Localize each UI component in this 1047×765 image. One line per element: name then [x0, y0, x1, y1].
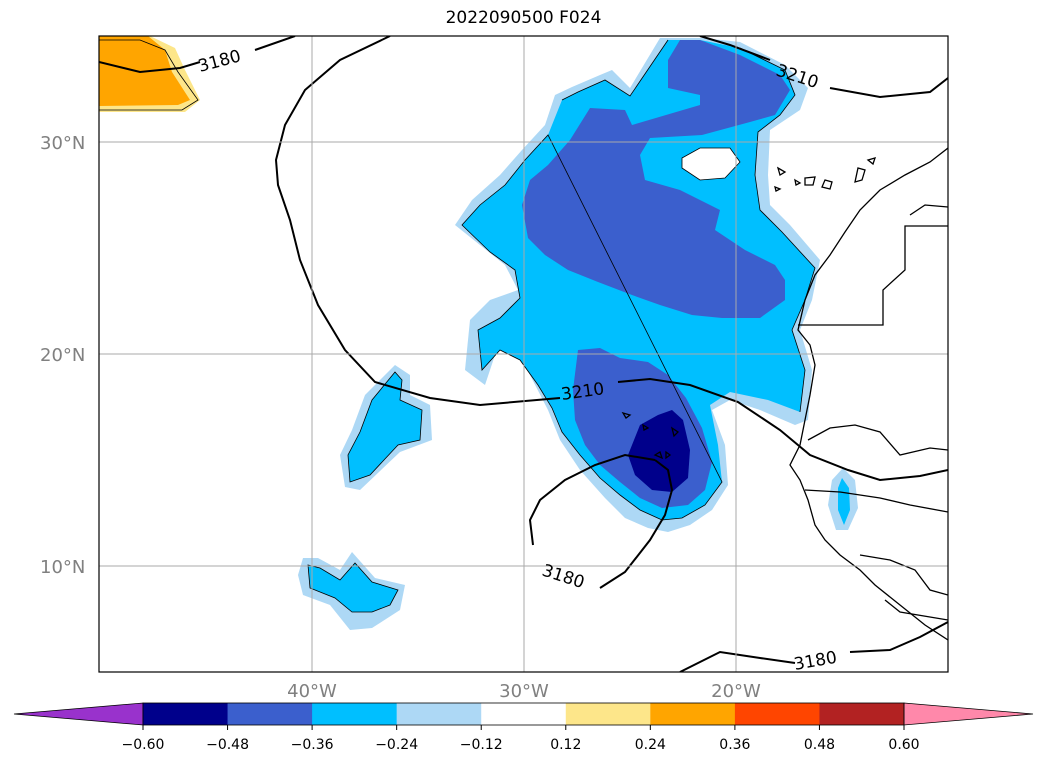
colorbar-frame — [142, 702, 905, 726]
contour-label-3180-nw: 3180 — [196, 46, 243, 77]
colorbar-tick-label: 0.12 — [550, 737, 581, 753]
colorbar-tick-label: −0.60 — [122, 737, 165, 753]
colorbar-extend-max — [903, 702, 1034, 726]
colorbar-segment — [143, 703, 229, 725]
colorbar-extend-min — [13, 702, 144, 726]
colorbar-tick-label: −0.12 — [460, 737, 503, 753]
anomaly-light-south — [308, 563, 398, 612]
lat-label-10n: 10°N — [40, 557, 85, 578]
coastlines — [621, 147, 948, 641]
colorbar-tick-label: −0.24 — [375, 737, 418, 753]
colorbar-segment — [481, 703, 567, 725]
map-frame — [98, 35, 949, 673]
anomaly-mid-north — [522, 40, 790, 318]
colorbar-tick-label: 0.60 — [888, 737, 919, 753]
lat-label-30n: 30°N — [40, 133, 85, 154]
map-plot-area: 3180 3210 3210 3180 3180 — [99, 36, 948, 675]
colorbar-tick-label: 0.48 — [804, 737, 835, 753]
lon-label-20w: 20°W — [711, 681, 761, 702]
colorbar-segment — [650, 703, 736, 725]
anomaly-hole — [681, 147, 741, 181]
colorbar-tick-label: −0.48 — [206, 737, 249, 753]
colorbar-tick-label: 0.36 — [719, 737, 750, 753]
height-contours — [99, 36, 948, 672]
anomaly-light-island — [348, 372, 422, 482]
contour-label-3180-se: 3180 — [792, 648, 838, 675]
colorbar-segment — [227, 703, 313, 725]
colorbar: −0.60 −0.48 −0.36 −0.24 −0.12 0.12 0.24 0.36 0.4… — [13, 702, 1034, 753]
colorbar-tick-label: 0.24 — [635, 737, 666, 753]
colorbar-tick-label: −0.36 — [291, 737, 334, 753]
colorbar-segment — [565, 703, 651, 725]
map-title: 2022090500 F024 — [445, 8, 602, 28]
gridlines — [99, 36, 948, 672]
lat-label-20n: 20°N — [40, 345, 85, 366]
anomaly-light-coast — [838, 478, 850, 525]
shading-outlines — [99, 39, 816, 613]
colorbar-segment — [396, 703, 482, 725]
lon-label-30w: 30°W — [499, 681, 549, 702]
colorbar-segment — [312, 703, 398, 725]
lon-label-40w: 40°W — [287, 681, 337, 702]
colorbar-segment — [734, 703, 820, 725]
colorbar-segment — [819, 703, 905, 725]
